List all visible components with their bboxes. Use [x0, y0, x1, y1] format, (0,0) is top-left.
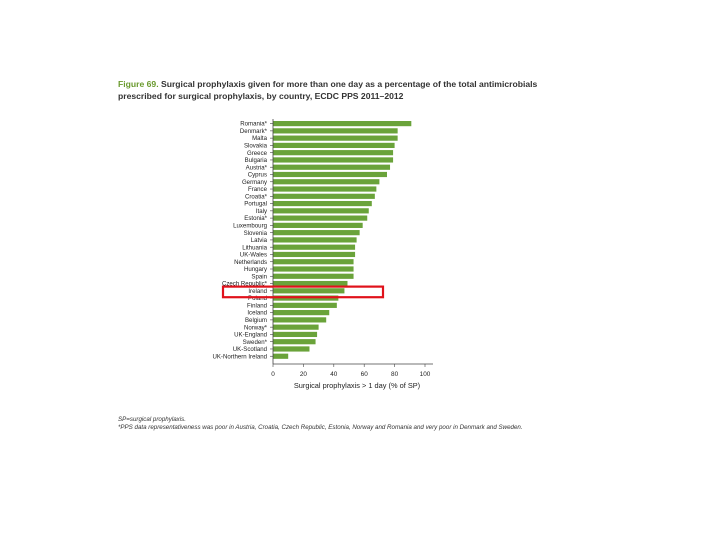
bar-portugal	[273, 200, 372, 207]
bar-croatia	[273, 193, 375, 199]
category-label-uk-wales: UK-Wales	[240, 252, 267, 259]
category-label-belgium: Belgium	[245, 317, 267, 324]
footnote-representativeness: *PPS data representativeness was poor in…	[118, 424, 523, 432]
category-label-spain: Spain	[251, 273, 267, 280]
bar-denmark	[273, 128, 398, 134]
category-label-sweden: Sweden*	[243, 339, 268, 346]
bar-germany	[273, 179, 380, 185]
bar-bulgaria	[273, 157, 394, 163]
bar-lithuania	[273, 244, 356, 250]
category-label-portugal: Portugal	[244, 201, 267, 208]
bar-austria	[273, 164, 391, 170]
category-label-austria: Austria*	[246, 164, 268, 171]
category-label-romania: Romania*	[240, 121, 267, 128]
bar-estonia	[273, 215, 368, 221]
highlight-layer	[221, 285, 385, 299]
bar-hungary	[273, 266, 354, 272]
bar-ireland	[273, 288, 345, 294]
category-label-greece: Greece	[247, 150, 268, 157]
bar-finland	[273, 302, 337, 308]
bar-france	[273, 186, 377, 192]
category-label-finland: Finland	[247, 302, 267, 309]
bars-layer	[273, 121, 412, 359]
bar-belgium	[273, 317, 327, 323]
footnote-abbreviation: SP=surgical prophylaxis.	[118, 416, 186, 423]
bar-norway	[273, 324, 319, 330]
category-label-croatia: Croatia*	[245, 193, 268, 200]
bar-uk-wales	[273, 251, 356, 258]
bar-malta	[273, 135, 398, 141]
x-tick-label-80: 80	[391, 371, 399, 378]
category-label-norway: Norway*	[244, 324, 268, 331]
bar-uk-northern-ireland	[273, 353, 289, 359]
category-label-slovenia: Slovenia	[244, 230, 268, 237]
category-label-iceland: Iceland	[247, 310, 267, 317]
category-label-poland: Poland	[248, 295, 267, 302]
category-label-slovakia: Slovakia	[244, 143, 268, 150]
highlight-box	[221, 285, 385, 299]
bar-luxembourg	[273, 222, 363, 228]
bar-spain	[273, 273, 354, 279]
bar-netherlands	[273, 259, 354, 265]
category-label-czech-republic: Czech Republic*	[222, 281, 268, 288]
bar-slovakia	[273, 142, 395, 149]
category-label-lithuania: Lithuania	[242, 244, 267, 251]
category-label-hungary: Hungary	[244, 266, 268, 273]
category-label-malta: Malta	[252, 135, 268, 142]
bar-iceland	[273, 310, 330, 316]
category-label-ireland: Ireland	[248, 288, 267, 295]
category-label-italy: Italy	[256, 208, 268, 215]
bar-czech-republic	[273, 280, 348, 287]
category-labels: Romania*Denmark*MaltaSlovakiaGreeceBulga…	[212, 121, 273, 360]
x-tick-label-0: 0	[271, 371, 275, 378]
figure-label: Figure 69.	[118, 79, 159, 89]
bar-romania	[273, 121, 412, 127]
bar-cyprus	[273, 171, 387, 178]
category-label-uk-northern-ireland: UK-Northern Ireland	[212, 353, 267, 360]
x-tick-label-40: 40	[330, 371, 338, 378]
category-label-latvia: Latvia	[251, 237, 268, 244]
category-label-estonia: Estonia*	[244, 215, 267, 222]
bar-latvia	[273, 237, 357, 243]
bar-uk-scotland	[273, 346, 310, 352]
category-label-luxembourg: Luxembourg	[233, 222, 267, 229]
category-label-uk-england: UK-England	[234, 332, 267, 339]
figure-title: Surgical prophylaxis given for more than…	[118, 79, 538, 101]
category-label-netherlands: Netherlands	[234, 259, 267, 266]
category-label-cyprus: Cyprus	[248, 172, 267, 179]
bar-slovenia	[273, 230, 360, 236]
bar-italy	[273, 208, 369, 214]
bar-uk-england	[273, 331, 318, 338]
x-tick-label-20: 20	[300, 371, 308, 378]
category-label-denmark: Denmark*	[240, 128, 268, 135]
x-tick-label-100: 100	[420, 371, 431, 378]
category-label-germany: Germany	[242, 179, 268, 186]
x-axis-label: Surgical prophylaxis > 1 day (% of SP)	[294, 381, 420, 390]
footnotes: SP=surgical prophylaxis. *PPS data repre…	[118, 416, 588, 433]
category-label-uk-scotland: UK-Scotland	[233, 346, 267, 353]
category-label-bulgaria: Bulgaria	[245, 157, 268, 164]
x-tick-label-60: 60	[361, 371, 369, 378]
bar-greece	[273, 150, 394, 156]
category-label-france: France	[248, 186, 268, 193]
chart-title: Figure 69. Surgical prophylaxis given fo…	[118, 78, 538, 102]
bar-sweden	[273, 339, 316, 345]
